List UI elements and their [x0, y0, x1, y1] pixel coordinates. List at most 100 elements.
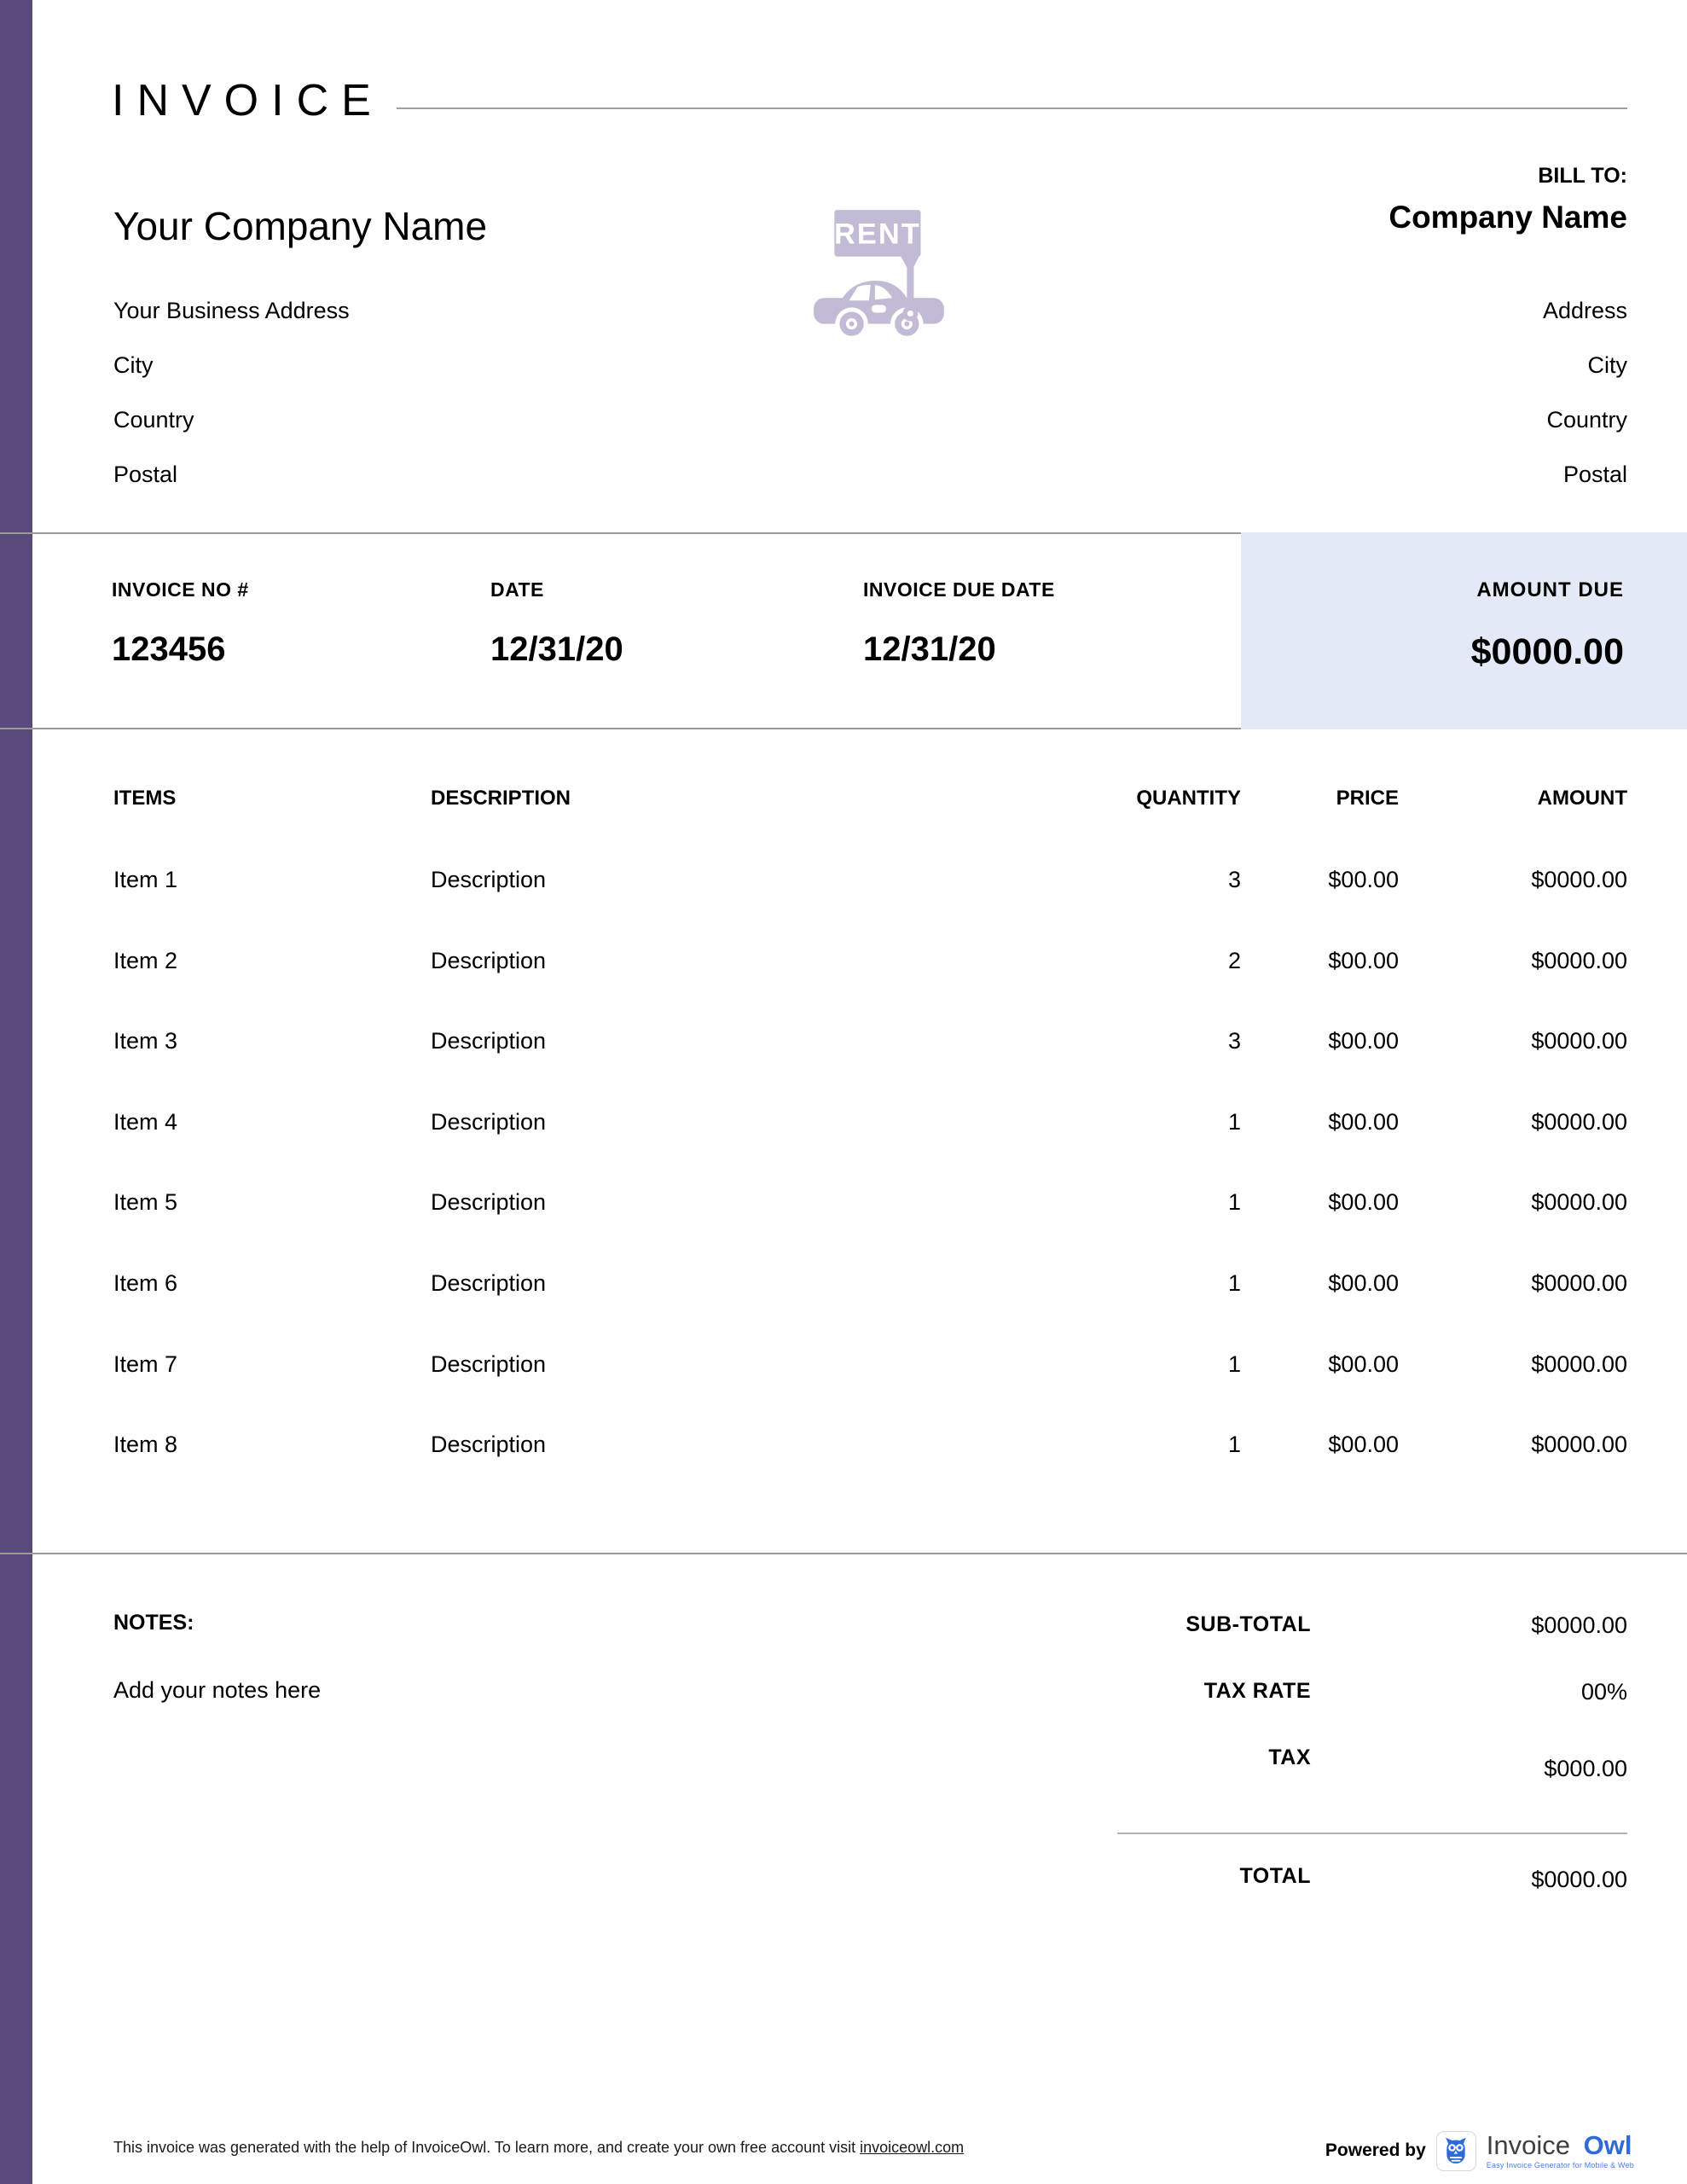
invoice-date-label: DATE: [490, 578, 544, 601]
sender-city: City: [113, 352, 154, 378]
cell-description: Description: [431, 1028, 547, 1054]
notes-label: NOTES:: [113, 1611, 194, 1635]
cell-amount: $0000.00: [1531, 1269, 1627, 1296]
logo-tagline: Easy Invoice Generator for Mobile & Web: [1486, 2160, 1634, 2169]
invoice-due-date-field: INVOICE DUE DATE 12/31/20: [863, 578, 1055, 669]
cell-item: Item 7: [113, 1350, 178, 1377]
cell-quantity: 1: [1227, 1269, 1241, 1296]
bill-to-label: BILL TO:: [1538, 164, 1627, 188]
bill-to-address-block: Address City Country Postal: [1543, 283, 1627, 502]
bill-to-company-name: Company Name: [1388, 200, 1627, 235]
amount-due-value: $0000.00: [1470, 631, 1624, 672]
cell-item: Item 2: [113, 947, 178, 973]
invoice-date-value: 12/31/20: [490, 630, 623, 668]
notes-body: Add your notes here: [113, 1677, 322, 1703]
cell-amount: $0000.00: [1531, 867, 1627, 892]
sender-company-name: Your Company Name: [113, 204, 488, 248]
subtotal-label: SUB-TOTAL: [1186, 1612, 1311, 1636]
cell-description: Description: [431, 1269, 547, 1296]
footer-note-text: This invoice was generated with the help…: [113, 2139, 861, 2156]
sender-country: Country: [113, 407, 194, 433]
logo-word-invoice: Invoice: [1486, 2129, 1571, 2160]
cell-quantity: 1: [1227, 1432, 1241, 1458]
tax-rate-row: TAX RATE 00%: [860, 1679, 1627, 1716]
invoice-due-date-value: 12/31/20: [863, 630, 996, 668]
cell-amount: $0000.00: [1531, 1189, 1627, 1216]
sender-postal: Postal: [113, 462, 178, 487]
header-items: ITEMS: [113, 787, 177, 810]
items-table-body: Item 1 Description 3 $00.00 $0000.00 Ite…: [0, 867, 1687, 1513]
bill-to-address-line: Address: [1542, 298, 1627, 323]
cell-description: Description: [431, 1108, 547, 1135]
total-row: TOTAL $0000.00: [860, 1864, 1627, 1902]
header-description: DESCRIPTION: [431, 787, 571, 810]
cell-description: Description: [431, 1350, 547, 1377]
cell-quantity: 3: [1227, 867, 1241, 892]
invoiceowl-link[interactable]: invoiceowl.com: [860, 2139, 965, 2156]
cell-quantity: 1: [1227, 1108, 1241, 1135]
amount-due-label: AMOUNT DUE: [1476, 578, 1624, 601]
cell-item: Item 8: [113, 1432, 178, 1458]
powered-by-label: Powered by: [1325, 2140, 1426, 2160]
cell-description: Description: [431, 1432, 547, 1458]
cell-item: Item 3: [113, 1028, 178, 1054]
invoice-due-date-label: INVOICE DUE DATE: [863, 578, 1055, 601]
cell-price: $00.00: [1328, 947, 1399, 973]
invoiceowl-wordmark: Invoice Owl Easy Invoice Generator for M…: [1486, 2129, 1634, 2169]
powered-by-block: Powered by Invoice Owl: [1325, 2124, 1634, 2177]
logo-word-owl: Owl: [1583, 2129, 1632, 2160]
invoice-number-field: INVOICE NO # 123456: [112, 578, 249, 669]
cell-price: $00.00: [1328, 1432, 1399, 1458]
tax-row: TAX $000.00: [860, 1745, 1627, 1783]
amount-due-box: AMOUNT DUE $0000.00: [1241, 532, 1687, 729]
cell-price: $00.00: [1328, 1189, 1399, 1216]
tax-rate-value: 00%: [1580, 1679, 1627, 1705]
cell-description: Description: [431, 947, 547, 973]
tax-rate-label: TAX RATE: [1203, 1679, 1311, 1703]
header-quantity: QUANTITY: [1136, 787, 1241, 810]
footer-note: This invoice was generated with the help…: [113, 2139, 964, 2157]
left-accent-bar: [0, 0, 32, 2184]
tax-value: $000.00: [1544, 1756, 1627, 1781]
tax-label: TAX: [1268, 1745, 1311, 1769]
cell-quantity: 1: [1227, 1189, 1241, 1216]
invoice-date-field: DATE 12/31/20: [490, 578, 623, 669]
cell-amount: $0000.00: [1531, 1432, 1627, 1458]
invoice-meta-bar: INVOICE NO # 123456 DATE 12/31/20 INVOIC…: [0, 532, 1241, 729]
cell-quantity: 3: [1227, 1028, 1241, 1054]
cell-price: $00.00: [1328, 1269, 1399, 1296]
cell-item: Item 4: [113, 1108, 178, 1135]
cell-amount: $0000.00: [1531, 1108, 1627, 1135]
cell-quantity: 2: [1227, 947, 1241, 973]
header-price: PRICE: [1336, 787, 1399, 810]
title-divider: [397, 107, 1627, 109]
section-divider: [0, 1553, 1687, 1554]
sender-address-block: Your Business Address City Country Posta…: [113, 283, 350, 502]
header-amount: AMOUNT: [1537, 787, 1627, 810]
cell-price: $00.00: [1328, 1350, 1399, 1377]
cell-price: $00.00: [1328, 1028, 1399, 1054]
bill-to-city: City: [1587, 352, 1628, 378]
cell-amount: $0000.00: [1531, 947, 1627, 973]
bill-to-postal: Postal: [1562, 462, 1627, 487]
cell-quantity: 1: [1227, 1350, 1241, 1377]
invoice-number-label: INVOICE NO #: [112, 578, 249, 601]
invoice-number-value: 123456: [112, 630, 226, 668]
total-label: TOTAL: [1239, 1864, 1311, 1888]
subtotal-value: $0000.00: [1531, 1612, 1627, 1638]
rent-sign-text: RENT: [834, 218, 921, 251]
cell-item: Item 1: [113, 867, 178, 892]
total-divider: [1117, 1833, 1627, 1834]
page-title: INVOICE: [112, 76, 384, 125]
total-value: $0000.00: [1531, 1867, 1627, 1892]
sender-address-line: Your Business Address: [113, 298, 350, 323]
items-table-header: ITEMS DESCRIPTION QUANTITY PRICE AMOUNT: [0, 787, 1687, 810]
cell-description: Description: [431, 1189, 547, 1216]
cell-item: Item 6: [113, 1269, 178, 1296]
cell-price: $00.00: [1328, 1108, 1399, 1135]
cell-amount: $0000.00: [1531, 1350, 1627, 1377]
cell-description: Description: [431, 867, 547, 892]
bill-to-country: Country: [1546, 407, 1627, 433]
subtotal-row: SUB-TOTAL $0000.00: [860, 1612, 1627, 1650]
cell-price: $00.00: [1328, 867, 1399, 892]
